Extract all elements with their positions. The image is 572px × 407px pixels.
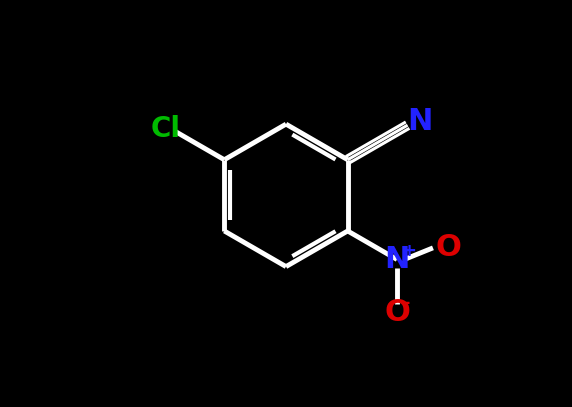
Text: -: - (403, 294, 411, 313)
Text: +: + (401, 241, 416, 260)
Text: O: O (435, 233, 462, 263)
Text: N: N (384, 245, 410, 274)
Text: Cl: Cl (151, 115, 181, 143)
Text: N: N (407, 107, 432, 136)
Text: O: O (384, 298, 410, 327)
